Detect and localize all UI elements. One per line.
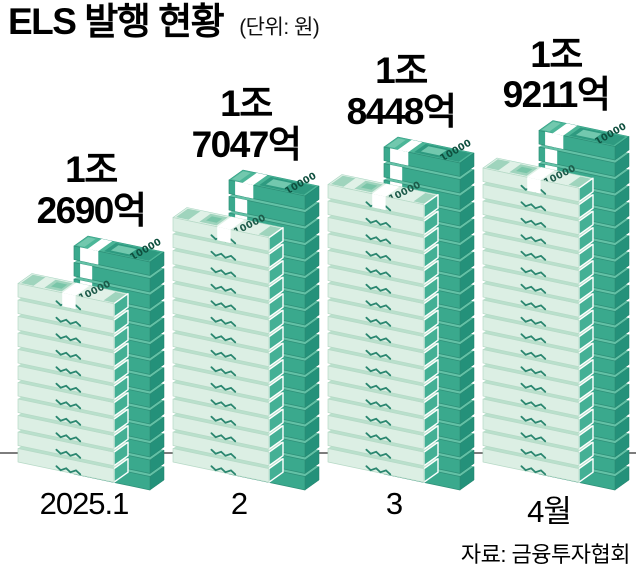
chart-title: ELS 발행 현황 [8,1,225,42]
chart-unit-label: (단위: 원) [239,16,320,39]
source-credit: 자료: 금융투자협회 [460,542,631,567]
chart-header: ELS 발행 현황 (단위: 원) [8,1,320,43]
